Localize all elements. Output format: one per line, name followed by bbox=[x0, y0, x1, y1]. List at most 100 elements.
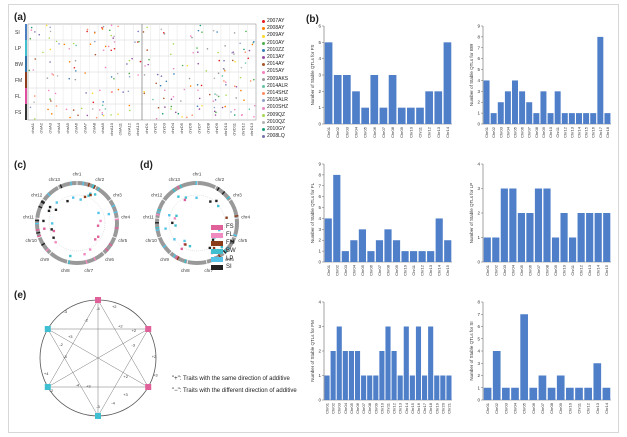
y-tick-label: 8 bbox=[477, 34, 480, 39]
inner-track bbox=[48, 194, 106, 252]
qtl-marker bbox=[52, 229, 56, 233]
bar-Chr06 bbox=[519, 91, 526, 124]
qtl-marker bbox=[188, 244, 192, 248]
qtl-point bbox=[38, 33, 41, 36]
qtl-point bbox=[196, 105, 199, 108]
qtl-point bbox=[201, 31, 203, 33]
bar-Chr08 bbox=[547, 387, 556, 400]
y-axis-title: Number of Stable QTLs for SI bbox=[469, 321, 474, 380]
ring-mark bbox=[175, 255, 179, 260]
x-tick-label: Chr10 bbox=[408, 126, 413, 138]
circos-chrom-label: chr3 bbox=[233, 193, 242, 198]
bar-Chr14 bbox=[403, 326, 409, 400]
qtl-point bbox=[72, 42, 75, 45]
environment-legend: 2007AY 2008AY 2009AY 2010AY 2010ZZ 2013AY 2014… bbox=[262, 18, 288, 140]
qtl-point bbox=[157, 106, 160, 109]
qtl-marker bbox=[79, 198, 82, 201]
y-tick-label: 6 bbox=[318, 24, 321, 29]
x-tick-label: Chr18 bbox=[605, 126, 610, 138]
qtl-point bbox=[91, 108, 94, 110]
qtl-point bbox=[128, 75, 131, 78]
bar-Chr01 bbox=[483, 80, 490, 124]
x-tick-label: Chr21 bbox=[446, 402, 451, 414]
qtl-point bbox=[72, 109, 75, 111]
legend-item-2010QZ: 2010QZ bbox=[262, 119, 288, 126]
qtl-point bbox=[127, 90, 130, 93]
ring-gap bbox=[111, 235, 117, 239]
qtl-marker bbox=[54, 241, 57, 244]
qtl-point bbox=[58, 43, 60, 45]
legend-dot bbox=[262, 20, 265, 24]
trait-bar-BW bbox=[25, 56, 27, 72]
qtl-point bbox=[244, 62, 247, 64]
x-tick-label: Chr13 bbox=[569, 126, 574, 138]
qtl-point bbox=[197, 51, 199, 54]
bar-Chr07 bbox=[379, 107, 388, 124]
x-tick-label: Chr01 bbox=[484, 126, 489, 138]
qtl-point bbox=[68, 77, 71, 80]
qtl-point bbox=[214, 93, 216, 95]
bar-Chr14 bbox=[435, 218, 443, 262]
ring-mark bbox=[87, 182, 91, 187]
ring-gap bbox=[205, 259, 208, 265]
qtl-point bbox=[248, 108, 251, 110]
qtl-point bbox=[170, 105, 173, 108]
x-tick-label: Chr13 bbox=[436, 126, 441, 138]
x-tick-label: Chr12 bbox=[562, 126, 567, 138]
ring-mark bbox=[155, 213, 160, 216]
x-tick-label: Chr08 bbox=[545, 264, 550, 276]
bar-Chr13 bbox=[568, 113, 575, 124]
qtl-marker bbox=[173, 238, 176, 241]
ring-mark bbox=[70, 181, 73, 186]
bar-Chr04 bbox=[342, 351, 348, 400]
qtl-point bbox=[186, 116, 188, 119]
ring-gap bbox=[66, 259, 69, 265]
qtl-point bbox=[197, 89, 199, 91]
qtl-point bbox=[101, 28, 104, 30]
qtl-point bbox=[32, 69, 35, 71]
qtl-point bbox=[50, 100, 52, 102]
x-tick-label: Chr06 bbox=[531, 402, 536, 414]
qtl-point bbox=[191, 114, 194, 116]
qtl-point bbox=[104, 108, 107, 110]
qtl-point bbox=[248, 49, 251, 52]
x-tick-label: Chr12 bbox=[586, 402, 591, 414]
ring-mark bbox=[113, 211, 118, 214]
legend-label: 2009QZ bbox=[267, 111, 286, 118]
trait-legend-item-SI: SI bbox=[211, 263, 236, 271]
y-tick-label: 1 bbox=[318, 105, 321, 110]
edge-sign-label: -3 bbox=[131, 343, 135, 348]
qtl-point bbox=[75, 44, 77, 47]
qtl-point bbox=[34, 58, 37, 60]
qtl-point bbox=[56, 75, 59, 77]
bar-Chr08 bbox=[367, 375, 373, 400]
bar-chart-BW: 0 1 2 3 4 5 6 7 8 9 Number of Stable QTLs for BW Ch… bbox=[469, 24, 611, 138]
chrom-label-chrD6: chrD6 bbox=[188, 122, 193, 133]
qtl-marker bbox=[220, 245, 224, 249]
ring-gap bbox=[231, 235, 237, 239]
qtl-point bbox=[200, 84, 203, 87]
trait-bar-FS bbox=[25, 104, 27, 120]
qtl-marker bbox=[71, 196, 75, 199]
x-tick-label: Chr18 bbox=[428, 402, 433, 414]
legend-label: 2010GY bbox=[267, 126, 286, 133]
qtl-point bbox=[30, 29, 33, 31]
legend-dot bbox=[262, 63, 265, 67]
qtl-marker bbox=[83, 253, 86, 256]
x-tick-label: Chr04 bbox=[354, 126, 359, 138]
qtl-point bbox=[30, 26, 33, 29]
ring-mark bbox=[59, 184, 63, 189]
x-tick-label: Chr11 bbox=[411, 264, 416, 275]
qtl-marker bbox=[89, 192, 92, 195]
qtl-point bbox=[110, 76, 113, 78]
x-tick-label: Chr05 bbox=[519, 264, 524, 276]
qtl-point bbox=[152, 98, 154, 101]
qtl-point bbox=[225, 94, 227, 96]
legend-label: 2015ALR bbox=[267, 97, 288, 104]
legend-item-2010GY: 2010GY bbox=[262, 126, 288, 133]
qtl-marker bbox=[54, 208, 58, 212]
ring-gap bbox=[107, 198, 113, 203]
x-tick-label: Chr06 bbox=[527, 264, 532, 276]
x-tick-label: Chr14 bbox=[445, 126, 450, 138]
bar-Chr02 bbox=[492, 237, 500, 262]
